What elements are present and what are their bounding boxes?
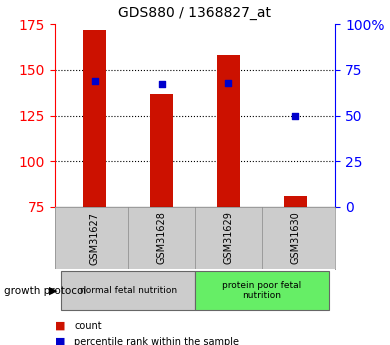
Point bbox=[225, 80, 232, 86]
Text: GSM31629: GSM31629 bbox=[223, 211, 234, 265]
Text: growth protocol: growth protocol bbox=[4, 286, 86, 296]
Point bbox=[158, 82, 165, 87]
Bar bbox=[217, 55, 240, 207]
Text: protein poor fetal
nutrition: protein poor fetal nutrition bbox=[222, 281, 301, 300]
FancyBboxPatch shape bbox=[61, 271, 195, 310]
Bar bbox=[83, 30, 106, 207]
Point bbox=[292, 113, 298, 118]
Point bbox=[92, 78, 98, 83]
Title: GDS880 / 1368827_at: GDS880 / 1368827_at bbox=[119, 6, 271, 20]
Text: GSM31630: GSM31630 bbox=[290, 212, 300, 264]
Bar bbox=[150, 93, 173, 207]
Text: GSM31628: GSM31628 bbox=[156, 211, 167, 265]
Bar bbox=[284, 196, 307, 207]
Text: ■: ■ bbox=[55, 337, 65, 345]
FancyBboxPatch shape bbox=[195, 271, 329, 310]
Text: percentile rank within the sample: percentile rank within the sample bbox=[74, 337, 239, 345]
Text: ■: ■ bbox=[55, 321, 65, 331]
Text: normal fetal nutrition: normal fetal nutrition bbox=[80, 286, 177, 295]
Text: count: count bbox=[74, 321, 102, 331]
Text: GSM31627: GSM31627 bbox=[90, 211, 100, 265]
Text: ▶: ▶ bbox=[49, 286, 57, 296]
